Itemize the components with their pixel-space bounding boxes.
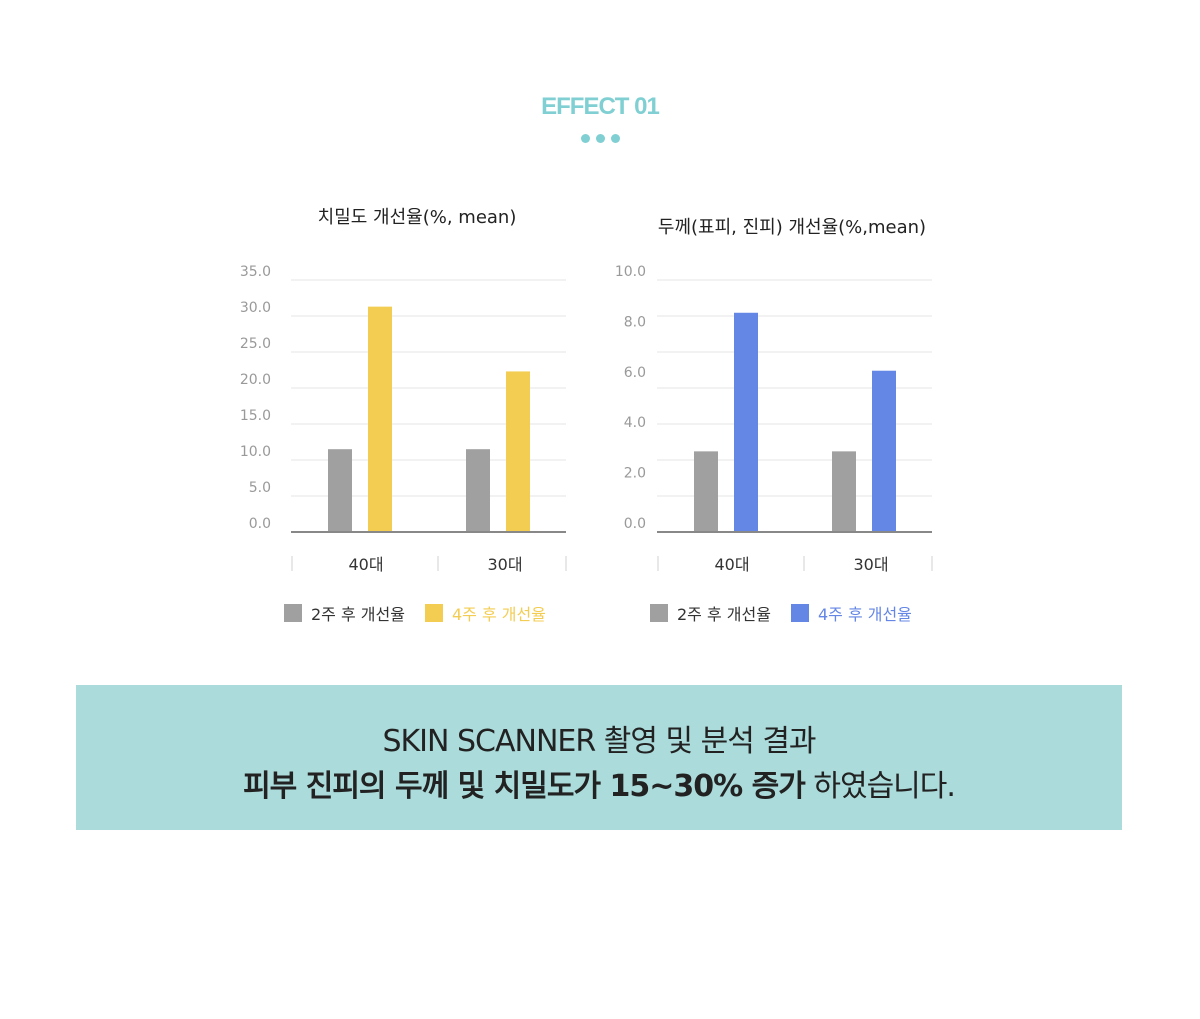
effect-title: EFFECT 01 [541,93,660,120]
y-tick-label: 5.0 [249,480,271,496]
decorative-dots [0,134,1200,143]
legend-density: 2주 후 개선율 4주 후 개선율 [284,601,566,625]
y-tick-label: 25.0 [240,336,271,352]
legend-swatch [650,604,668,622]
legend-label: 2주 후 개선율 [311,605,405,624]
y-tick-label: 4.0 [624,415,646,431]
chart-title-density: 치밀도 개선율(%, mean) [317,207,517,228]
chart-title-thickness: 두께(표피, 진피) 개선율(%,mean) [657,217,927,238]
summary-banner: SKIN SCANNER 촬영 및 분석 결과 피부 진피의 두께 및 치밀도가… [76,685,1122,830]
bar [734,312,758,532]
y-tick-label: 20.0 [240,372,271,388]
legend-item: 4주 후 개선율 [424,601,546,625]
banner-line-1: SKIN SCANNER 촬영 및 분석 결과 [382,724,816,759]
y-tick-label: 10.0 [615,264,646,280]
dot [595,134,605,143]
x-category-label: 30대 [853,555,888,574]
legend-label: 4주 후 개선율 [451,605,546,624]
bar [694,451,718,532]
bar [506,371,530,532]
x-category-label: 40대 [714,555,749,574]
y-tick-label: 0.0 [249,516,271,532]
y-tick-label: 15.0 [240,408,271,424]
legend-label: 4주 후 개선율 [817,605,912,624]
dot [610,134,620,143]
bar [328,449,352,532]
legend-thickness: 2주 후 개선율 4주 후 개선율 [650,601,932,625]
y-tick-label: 35.0 [240,264,271,280]
bar [466,449,490,532]
bar [368,306,392,532]
banner-highlight: 피부 진피의 두께 및 치밀도가 15~30% 증가 [243,769,806,804]
legend-item: 4주 후 개선율 [790,601,912,625]
legend-item: 2주 후 개선율 [284,601,405,625]
bar-charts: 0.0 5.0 10.0 15.0 20.0 25.0 30.0 35.0 40대 30대 0.0 2… [240,264,933,574]
banner-suffix: 하였습니다. [804,769,956,804]
bar [832,451,856,532]
legend-label: 2주 후 개선율 [677,605,771,624]
y-tick-label: 8.0 [624,314,646,330]
y-tick-label: 6.0 [624,365,646,381]
bar [872,370,896,532]
legend-swatch [284,604,302,622]
y-tick-label: 30.0 [240,300,271,316]
legend-item: 2주 후 개선율 [650,601,771,625]
banner-line-2: 피부 진피의 두께 및 치밀도가 15~30% 증가 하였습니다. [76,761,1122,805]
legend-swatch [424,604,443,622]
x-category-label: 40대 [348,555,383,574]
legend-swatch [790,604,809,622]
y-tick-label: 10.0 [240,444,271,460]
y-tick-label: 0.0 [624,516,646,532]
x-category-label: 30대 [487,555,522,574]
y-tick-label: 2.0 [624,466,646,482]
dot [580,134,590,143]
